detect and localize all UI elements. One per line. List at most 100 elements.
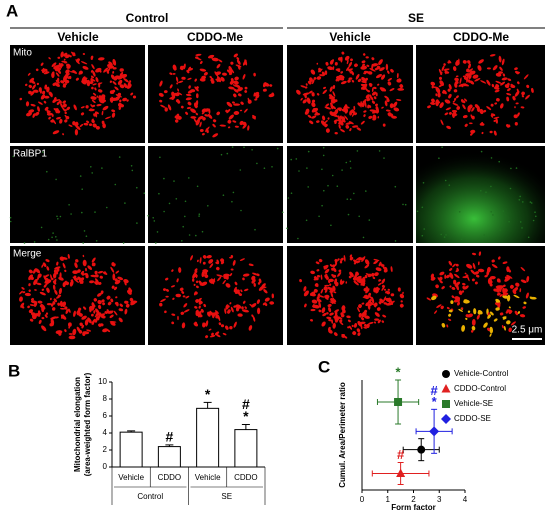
green-speck	[368, 219, 371, 221]
mitochondrion	[64, 269, 67, 273]
mitochondrion	[455, 75, 459, 78]
mitochondrion	[465, 314, 470, 318]
mitochondrion	[115, 75, 121, 80]
mitochondrion	[211, 57, 219, 62]
green-speck	[57, 218, 59, 220]
mitochondrion	[349, 271, 354, 278]
mitochondrion	[160, 298, 166, 303]
mitochondrion	[510, 83, 514, 88]
mitochondrion	[97, 89, 103, 93]
mitochondrion	[445, 107, 452, 111]
mitochondrion	[119, 84, 125, 89]
mitochondrion	[98, 281, 102, 285]
mitochondrion	[110, 74, 115, 80]
mitochondrion	[375, 92, 378, 97]
mitochondrion	[449, 272, 454, 279]
group-header: Control	[126, 11, 169, 25]
mitochondrion	[506, 266, 510, 272]
mitochondrion	[338, 269, 342, 273]
mitochondrion	[218, 322, 222, 326]
mitochondrion	[190, 108, 197, 114]
green-speck	[298, 170, 300, 172]
mitochondrion	[327, 117, 330, 120]
mitochondrion	[217, 276, 222, 282]
mitochondrion	[454, 273, 460, 279]
mitochondrion	[378, 59, 383, 66]
mitochondrion	[453, 89, 458, 93]
mitochondrion	[348, 61, 353, 68]
mitochondrion	[226, 69, 230, 73]
mitochondrion	[193, 283, 196, 286]
mitochondrion	[81, 80, 87, 85]
mitochondrion	[177, 100, 181, 104]
mitochondrion	[76, 326, 81, 333]
mitochondrion	[514, 67, 518, 71]
mitochondrion	[470, 132, 473, 136]
mitochondrion	[102, 328, 109, 333]
mitochondrion	[97, 270, 104, 274]
mitochondrion	[28, 289, 31, 292]
mitochondrion	[313, 276, 317, 279]
mitochondrion	[441, 323, 446, 328]
mitochondrion	[232, 84, 237, 87]
y-tick-label: 6	[103, 411, 108, 420]
mitochondrion	[185, 111, 189, 115]
mitochondrion	[371, 57, 375, 61]
y-tick-label: 2	[103, 445, 108, 454]
mitochondrion	[114, 86, 119, 91]
mitochondrion	[91, 118, 94, 121]
column-header: CDDO-Me	[453, 30, 509, 44]
mitochondrion	[448, 93, 452, 99]
mitochondrion	[508, 310, 513, 315]
mitochondrion	[224, 308, 227, 314]
mitochondrion	[486, 79, 491, 86]
mitochondrion	[468, 122, 473, 125]
mitochondrion	[439, 80, 445, 86]
mitochondrion	[508, 306, 511, 309]
green-speck	[124, 202, 126, 204]
green-speck	[201, 230, 204, 233]
mitochondrion	[479, 108, 484, 115]
mitochondrion	[264, 297, 270, 302]
mitochondrion	[387, 112, 392, 117]
mitochondrion	[234, 289, 241, 295]
mitochondrion	[48, 57, 51, 60]
mitochondrion	[181, 290, 185, 294]
mitochondrion	[526, 275, 530, 283]
mitochondrion	[346, 315, 351, 319]
mitochondrion	[65, 76, 68, 79]
green-speck	[136, 186, 138, 189]
mitochondrion	[58, 332, 62, 336]
green-speck	[195, 234, 197, 237]
point	[394, 398, 403, 406]
micrograph	[148, 246, 283, 345]
mitochondrion	[46, 302, 52, 306]
x-tick-label: CDDO	[158, 473, 182, 482]
mitochondrion	[350, 70, 354, 76]
mitochondrion	[194, 78, 197, 82]
mitochondrion	[94, 313, 99, 318]
mitochondrion	[205, 128, 209, 134]
mitochondrion	[258, 278, 262, 284]
mitochondrion	[471, 278, 475, 282]
mitochondrion	[397, 87, 405, 91]
green-speck	[480, 190, 482, 192]
mitochondrion	[396, 73, 399, 79]
mitochondrion	[309, 77, 313, 82]
mitochondrion	[94, 270, 98, 275]
mitochondrion	[461, 325, 466, 332]
mitochondrion	[33, 278, 38, 286]
mitochondrion	[340, 128, 345, 133]
mitochondrion	[356, 260, 361, 264]
mitochondrion	[52, 280, 57, 285]
mitochondrion	[350, 58, 353, 62]
mitochondrion	[467, 60, 471, 64]
mitochondrion	[311, 115, 317, 119]
green-speck	[91, 172, 93, 174]
green-speck	[51, 236, 53, 239]
mitochondrion	[171, 321, 175, 325]
mitochondrion	[24, 83, 28, 87]
mitochondrion	[109, 314, 114, 319]
mitochondrion	[119, 303, 124, 307]
mitochondrion	[445, 274, 450, 279]
